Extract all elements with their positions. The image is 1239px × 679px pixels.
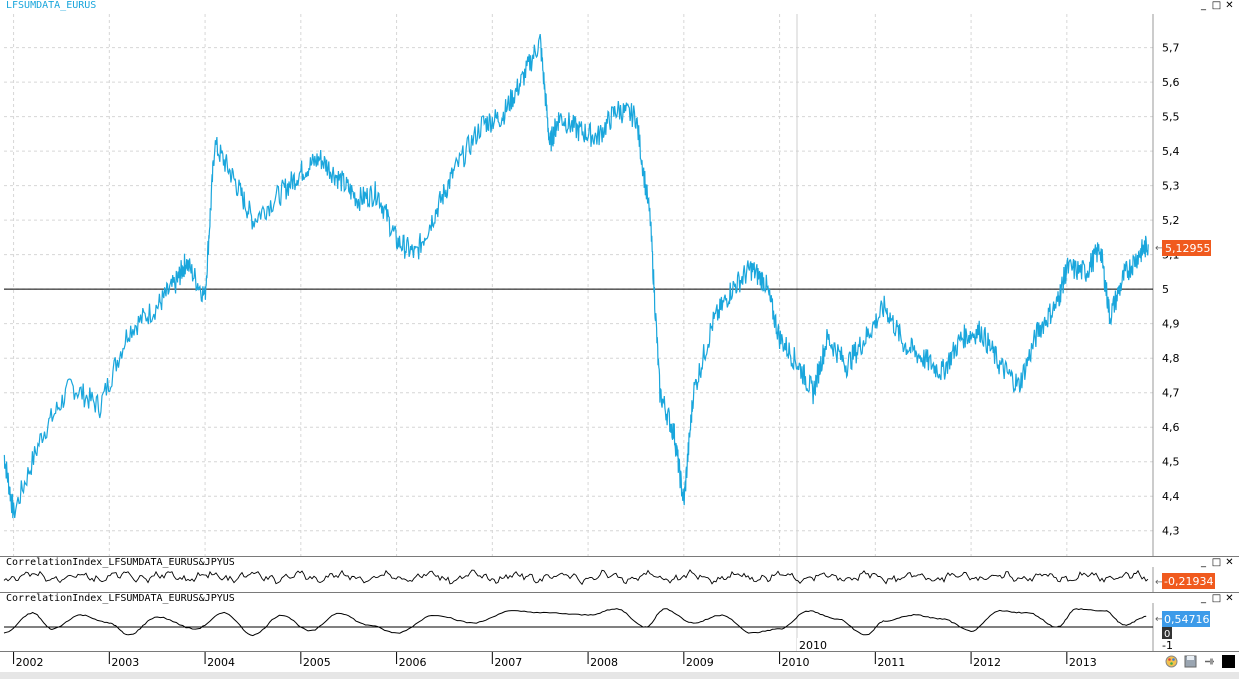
price-axis-tick-label: 5,2 [1162,214,1180,227]
time-axis-label: 2010 [782,656,810,669]
crosshair-time-label: 2010 [799,639,827,651]
last-value-arrow-icon: ← [1155,577,1163,588]
close-icon[interactable]: ✕ [1225,557,1234,568]
price-axis-tick-label: 4,3 [1162,525,1180,538]
time-axis-label: 2011 [877,656,905,669]
correlation-pane-1-window-buttons: _ □ ✕ [1198,558,1235,568]
price-axis-tick-label: 4,7 [1162,387,1180,400]
price-axis-tick-label: 4,6 [1162,421,1180,434]
time-axis-label: 2003 [111,656,139,669]
price-axis-labels: 5,75,65,55,45,35,25,154,94,84,74,64,54,4… [1162,42,1180,538]
minimize-icon[interactable]: _ [1201,557,1206,568]
maximize-icon[interactable]: □ [1211,593,1222,604]
zero-tag-label: 0 [1164,629,1170,640]
price-axis-tick-label: 5,7 [1162,42,1180,55]
price-axis-tick-label: 5,6 [1162,76,1180,89]
correlation-chart-1[interactable]: ← -0,21934 [0,557,1239,592]
price-chart[interactable]: 5,75,65,55,45,35,25,154,94,84,74,64,54,4… [0,0,1239,556]
correlation-pane-2[interactable]: CorrelationIndex_LFSUMDATA_EURUS&JPYUS _… [0,593,1239,651]
price-last-value: 5,12955 [1165,242,1211,255]
color-square-icon[interactable] [1222,655,1235,668]
min-tag-label: -1 [1162,639,1173,651]
zero-tag-bg [1162,627,1172,639]
corr1-last-tag: ← -0,21934 [1155,573,1215,589]
price-axis-tick-label: 4,8 [1162,352,1180,365]
price-pane-title: LFSUMDATA_EURUS [6,0,97,11]
status-bar [0,672,1239,679]
correlation-1-series [3,569,1149,586]
pin-icon[interactable] [1203,655,1216,668]
price-axis-tick-label: 5,5 [1162,111,1180,124]
time-axis-label: 2002 [16,656,44,669]
price-axis-tick-label: 4,9 [1162,318,1180,331]
save-icon[interactable] [1184,655,1197,668]
corr2-last-tag: ← 0,54716 0 -1 [1155,611,1210,651]
correlation-chart-2[interactable]: 2010 ← 0,54716 0 -1 [0,593,1239,651]
time-axis-label: 2006 [399,656,427,669]
correlation-pane-1-title: CorrelationIndex_LFSUMDATA_EURUS&JPYUS [6,557,235,568]
price-axis-tick-label: 4,4 [1162,490,1180,503]
price-axis-tick-label: 5,4 [1162,145,1180,158]
price-pane-window-buttons: _ □ ✕ [1198,1,1235,11]
price-grid [4,14,1153,556]
time-axis-label: 2004 [207,656,235,669]
price-line-series [3,33,1149,519]
minimize-icon[interactable]: _ [1201,0,1206,11]
close-icon[interactable]: ✕ [1225,593,1234,604]
correlation-pane-2-title: CorrelationIndex_LFSUMDATA_EURUS&JPYUS [6,593,235,604]
palette-icon[interactable] [1165,655,1178,668]
price-axis-tick-label: 5,3 [1162,180,1180,193]
time-axis-label: 2007 [494,656,522,669]
correlation-pane-1[interactable]: CorrelationIndex_LFSUMDATA_EURUS&JPYUS _… [0,557,1239,592]
maximize-icon[interactable]: □ [1211,557,1222,568]
time-axis-label: 2008 [590,656,618,669]
correlation-2-last-value: 0,54716 [1164,613,1210,626]
price-last-tag: ← 5,12955 [1155,240,1211,256]
last-value-arrow-icon: ← [1155,243,1163,254]
last-value-arrow-icon: ← [1155,614,1163,625]
time-axis-label: 2009 [686,656,714,669]
correlation-1-last-value: -0,21934 [1164,575,1213,588]
price-axis-tick-label: 5 [1162,283,1169,296]
time-axis-label: 2005 [303,656,331,669]
maximize-icon[interactable]: □ [1211,0,1222,11]
bottom-toolbar [1165,655,1235,668]
price-axis-tick-label: 4,5 [1162,456,1180,469]
correlation-pane-2-window-buttons: _ □ ✕ [1198,594,1235,604]
close-icon[interactable]: ✕ [1225,0,1234,11]
crosshair-time-label-bg [797,638,827,651]
time-axis-label: 2013 [1069,656,1097,669]
pane-separator-3 [0,651,1239,652]
minimize-icon[interactable]: _ [1201,593,1206,604]
pane-separator-2[interactable] [0,592,1239,593]
time-axis: 2002 2003 2004 2005 2006 2007 2008 2009 2010 2011… [13,652,1097,669]
correlation-2-series [3,608,1147,637]
time-axis-label: 2012 [973,656,1001,669]
pane-separator-1[interactable] [0,556,1239,557]
price-pane[interactable]: LFSUMDATA_EURUS _ □ ✕ 5,7 5,6 5,5 5,4 5,3 5,2… [0,0,1239,556]
